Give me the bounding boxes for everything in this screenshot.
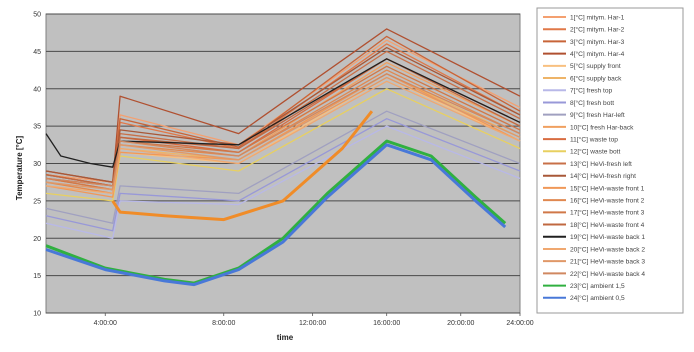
x-tick-label: 4:00:00 bbox=[94, 320, 117, 327]
legend-label: 20[°C] HeVi-waste back 2 bbox=[570, 245, 645, 253]
legend-label: 9[°C] fresh Har-left bbox=[570, 111, 625, 119]
series-line bbox=[45, 76, 521, 191]
y-axis-title: Temperature [°C] bbox=[15, 135, 24, 200]
y-tick-label: 45 bbox=[33, 49, 41, 56]
legend-label: 22[°C] HeVi-waste back 4 bbox=[570, 270, 645, 278]
series-line bbox=[45, 46, 521, 183]
y-tick-label: 35 bbox=[33, 124, 41, 131]
series-line bbox=[45, 73, 521, 187]
legend-label: 12[°C] waste bott bbox=[570, 148, 620, 156]
legend-label: 18[°C] HeVi-waste front 4 bbox=[570, 221, 645, 229]
y-tick-label: 40 bbox=[33, 86, 41, 93]
legend-label: 19[°C] HeVi-waste back 1 bbox=[570, 233, 645, 241]
legend-label: 24[°C] ambient 0,5 bbox=[570, 294, 625, 302]
series-line bbox=[45, 125, 521, 239]
y-tick-label: 25 bbox=[33, 198, 41, 205]
x-axis-title: time bbox=[277, 333, 294, 342]
legend-label: 8[°C] fresh bott bbox=[570, 99, 614, 107]
series-line bbox=[45, 110, 521, 224]
y-axis: 10 15 20 25 30 35 40 45 50 bbox=[33, 12, 41, 318]
series-line bbox=[45, 118, 521, 232]
x-axis: 4:00:00 8:00:00 12:00:00 16:00:00 20:00:00 24… bbox=[94, 313, 534, 327]
x-tick-label: 20:00:00 bbox=[447, 320, 474, 327]
legend-label: 1[°C] mitym. Har-1 bbox=[570, 13, 625, 21]
y-tick-label: 30 bbox=[33, 161, 41, 168]
legend-label: 4[°C] mitym. Har-4 bbox=[570, 50, 625, 58]
x-tick-label: 24:00:00 bbox=[506, 320, 533, 327]
y-tick-label: 20 bbox=[33, 236, 41, 243]
legend-label: 13[°C] HeVi-fresh left bbox=[570, 160, 632, 168]
legend-label: 6[°C] supply back bbox=[570, 74, 622, 82]
x-tick-label: 8:00:00 bbox=[212, 320, 235, 327]
y-tick-label: 10 bbox=[33, 311, 41, 318]
series-line bbox=[45, 58, 521, 168]
legend-label: 7[°C] fresh top bbox=[570, 87, 613, 95]
y-tick-label: 50 bbox=[33, 12, 41, 19]
legend-label: 15[°C] HeVi-waste front 1 bbox=[570, 184, 645, 192]
legend-label: 16[°C] HeVi-waste front 2 bbox=[570, 197, 645, 205]
legend: 1[°C] mitym. Har-1 2[°C] mitym. Har-2 3[°C… bbox=[543, 13, 645, 302]
legend-label: 5[°C] supply front bbox=[570, 62, 621, 70]
x-tick-label: 12:00:00 bbox=[299, 320, 326, 327]
legend-label: 10[°C] fresh Har-back bbox=[570, 123, 634, 131]
legend-label: 17[°C] HeVi-waste front 3 bbox=[570, 209, 645, 217]
legend-label: 21[°C] HeVi-waste back 3 bbox=[570, 258, 645, 266]
x-tick-label: 16:00:00 bbox=[373, 320, 400, 327]
series-line bbox=[45, 143, 507, 287]
series-line bbox=[45, 88, 521, 202]
legend-label: 2[°C] mitym. Har-2 bbox=[570, 26, 625, 34]
legend-label: 14[°C] HeVi-fresh right bbox=[570, 172, 636, 180]
series-lines bbox=[45, 28, 521, 287]
y-tick-label: 15 bbox=[33, 273, 41, 280]
series-line bbox=[45, 80, 521, 195]
legend-label: 3[°C] mitym. Har-3 bbox=[570, 38, 625, 46]
legend-label: 23[°C] ambient 1,5 bbox=[570, 282, 625, 290]
series-line bbox=[111, 110, 374, 222]
legend-label: 11[°C] waste top bbox=[570, 135, 618, 143]
